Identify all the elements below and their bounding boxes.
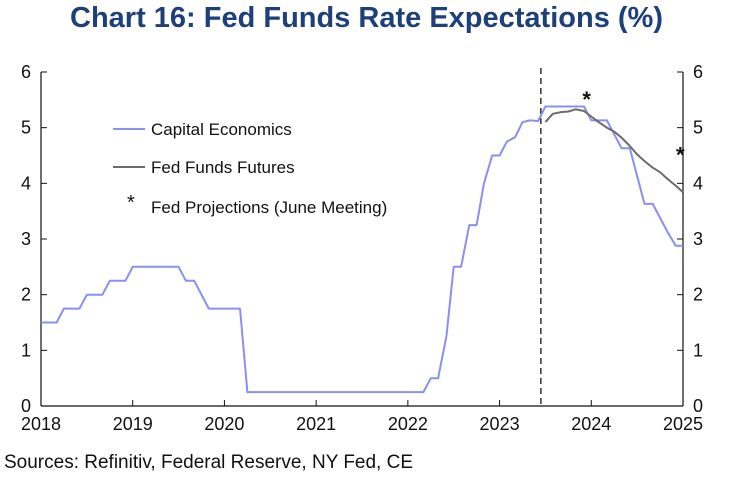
- series-fed-projections: **: [582, 87, 685, 168]
- marker-fed-projection: *: [582, 87, 591, 112]
- chart: 0 1 2 3 4 5 6 0 1 2 3 4 5 6 2018 2019 2020 2021 2022 2023 20…: [21, 62, 703, 434]
- y-tick-label-left: 0: [21, 396, 31, 416]
- x-tick-label: 2018: [21, 414, 61, 434]
- x-tick-label: 2022: [388, 414, 428, 434]
- y-tick-label-right: 5: [693, 118, 703, 138]
- legend-label-fed-funds-futures: Fed Funds Futures: [151, 158, 295, 177]
- y-tick-label-right: 4: [693, 173, 703, 193]
- y-tick-label-left: 4: [21, 173, 31, 193]
- legend-label-capital-economics: Capital Economics: [151, 120, 292, 139]
- x-tick-label: 2024: [571, 414, 611, 434]
- source-note: Sources: Refinitiv, Federal Reserve, NY …: [4, 452, 414, 473]
- legend-label-fed-projections: Fed Projections (June Meeting): [151, 198, 387, 217]
- line-capital-economics: [41, 105, 683, 394]
- series-fed-funds-futures: [544, 108, 684, 193]
- x-tick-label: 2019: [113, 414, 153, 434]
- y-tick-label-right: 3: [693, 229, 703, 249]
- y-tick-label-right: 0: [693, 396, 703, 416]
- y-tick-label-left: 6: [21, 62, 31, 82]
- x-tick-label: 2020: [204, 414, 244, 434]
- y-tick-label-right: 1: [693, 340, 703, 360]
- chart-title: Chart 16: Fed Funds Rate Expectations (%…: [70, 2, 663, 34]
- y-tick-label-left: 2: [21, 285, 31, 305]
- y-tick-label-right: 6: [693, 62, 703, 82]
- legend: Capital Economics Fed Funds Futures * Fe…: [113, 120, 387, 217]
- series-capital-economics: [41, 105, 683, 394]
- y-tick-label-right: 2: [693, 285, 703, 305]
- axes: 0 1 2 3 4 5 6 0 1 2 3 4 5 6 2018 2019 2020 2021 2022 2023 20…: [21, 62, 703, 434]
- line-fed-funds-futures: [544, 108, 684, 193]
- y-tick-label-left: 5: [21, 118, 31, 138]
- marker-fed-projection: *: [676, 143, 685, 168]
- y-tick-label-left: 1: [21, 340, 31, 360]
- x-tick-label: 2021: [296, 414, 336, 434]
- x-tick-label: 2025: [663, 414, 703, 434]
- x-tick-label: 2023: [480, 414, 520, 434]
- legend-marker-fed-projections: *: [127, 192, 135, 214]
- y-tick-label-left: 3: [21, 229, 31, 249]
